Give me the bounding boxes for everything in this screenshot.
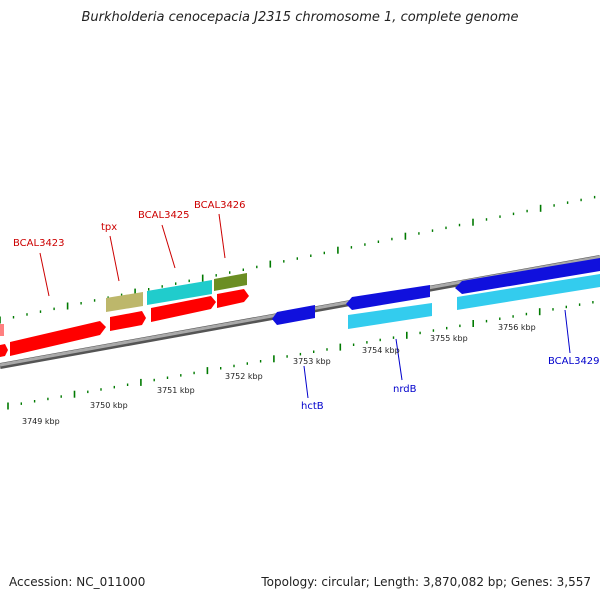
gene-arrow-bcal3429-light[interactable] xyxy=(457,274,600,310)
cds-box-bcal3425[interactable] xyxy=(147,280,212,305)
gene-arrow-hctb[interactable] xyxy=(272,305,315,325)
cds-box-tpx[interactable] xyxy=(106,292,143,312)
gene-arrow-bcal3429-dark[interactable] xyxy=(455,258,600,294)
label-leaders xyxy=(39,213,571,399)
kbp-label: 3749 kbp xyxy=(22,417,60,426)
kbp-label: 3756 kbp xyxy=(498,323,536,332)
kbp-label: 3751 kbp xyxy=(157,386,195,395)
gene-arrow-bcal3426[interactable] xyxy=(217,289,249,308)
forward-gene-track xyxy=(0,289,249,357)
kbp-label: 3752 kbp xyxy=(225,372,263,381)
kbp-label: 3753 kbp xyxy=(293,357,331,366)
gene-arrow-bcal3423[interactable] xyxy=(10,321,106,356)
kbp-label: 3750 kbp xyxy=(90,401,128,410)
genome-title: Burkholderia cenocepacia J2315 chromosom… xyxy=(81,10,519,25)
gene-arrow-nrdb-light[interactable] xyxy=(348,303,432,329)
upper-tick-ruler xyxy=(0,195,596,324)
gene-arrow-partial-left-red[interactable] xyxy=(0,344,8,357)
gene-arrow-tpx[interactable] xyxy=(110,311,146,331)
gene-label-nrdb[interactable]: nrdB xyxy=(393,384,417,395)
upper-feature-track xyxy=(106,273,247,312)
gene-label-bcal3423[interactable]: BCAL3423 xyxy=(13,238,65,249)
gene-label-tpx[interactable]: tpx xyxy=(101,222,117,233)
accession-text: Accession: NC_011000 xyxy=(9,575,146,589)
gene-label-bcal3425[interactable]: BCAL3425 xyxy=(138,210,190,221)
reverse-gene-track xyxy=(272,258,600,329)
gene-arrow-nrdb-dark[interactable] xyxy=(346,285,430,310)
kbp-label: 3754 kbp xyxy=(362,346,400,355)
cds-box-bcal3426[interactable] xyxy=(214,273,247,291)
gene-label-hctb[interactable]: hctB xyxy=(301,401,324,412)
gene-arrow-bcal3425[interactable] xyxy=(151,296,216,322)
genome-summary-text: Topology: circular; Length: 3,870,082 bp… xyxy=(261,575,591,589)
lower-tick-ruler xyxy=(7,301,594,410)
gene-arrow-partial-left[interactable] xyxy=(0,324,4,336)
gene-label-bcal3429[interactable]: BCAL3429 xyxy=(548,356,600,367)
gene-label-bcal3426[interactable]: BCAL3426 xyxy=(194,200,246,211)
kbp-labels: 3749 kbp 3750 kbp 3751 kbp 3752 kbp 3753… xyxy=(22,323,536,426)
gene-labels: BCAL3423 tpx BCAL3425 BCAL3426 hctB nrdB… xyxy=(13,200,600,412)
kbp-label: 3755 kbp xyxy=(430,334,468,343)
